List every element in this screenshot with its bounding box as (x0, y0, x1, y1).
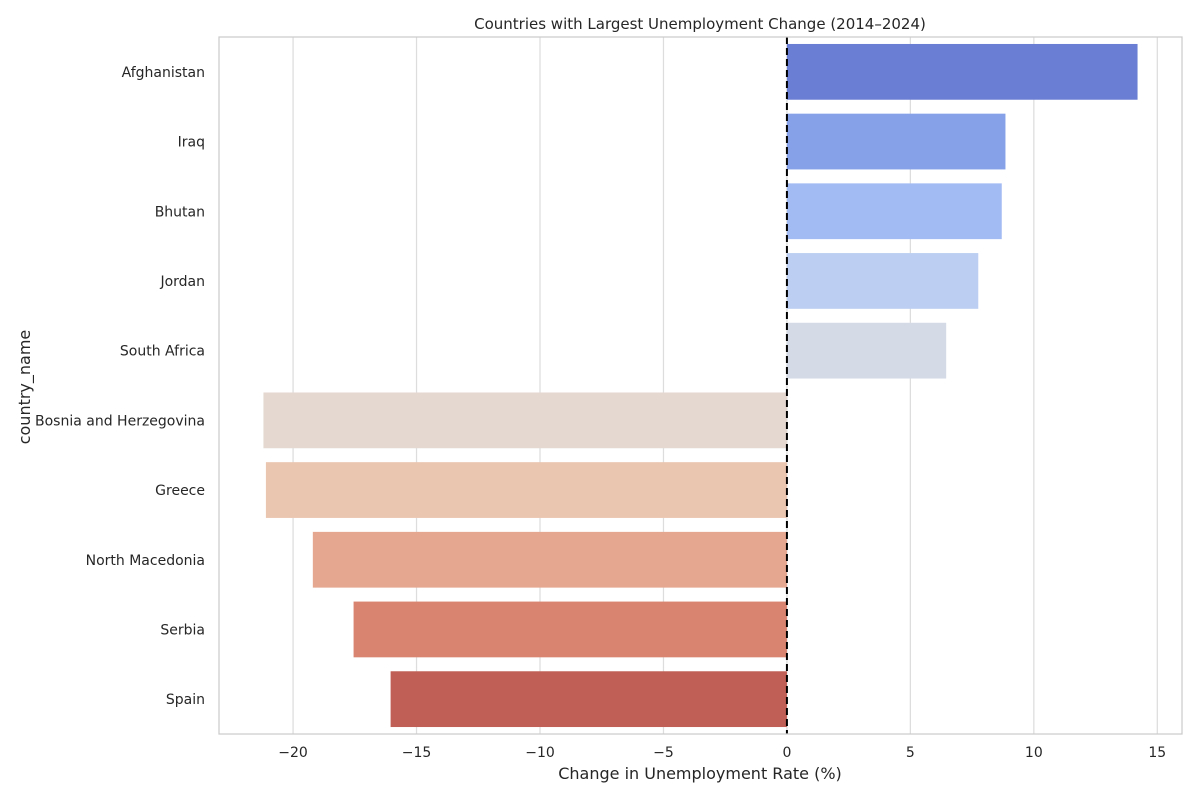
x-axis-label: Change in Unemployment Rate (%) (558, 764, 842, 783)
x-tick-label-1: −15 (402, 745, 432, 761)
category-label-3: Jordan (159, 274, 205, 290)
x-tick-label-7: 15 (1148, 745, 1166, 761)
bars (263, 43, 1138, 728)
plot-frame (218, 36, 1183, 735)
bar-2 (786, 183, 1002, 240)
bar-7 (312, 531, 787, 588)
x-tick-label-4: 0 (782, 745, 791, 761)
category-labels: Afghanistan Iraq Bhutan Jordan South Africa B… (35, 65, 205, 708)
category-label-4: South Africa (120, 344, 205, 360)
category-label-7: North Macedonia (86, 553, 205, 569)
grid-lines (292, 37, 1158, 734)
category-label-0: Afghanistan (122, 65, 205, 81)
category-label-6: Greece (155, 483, 205, 499)
category-label-1: Iraq (178, 135, 205, 151)
bar-5 (263, 392, 787, 449)
category-label-9: Spain (166, 692, 205, 708)
bar-8 (353, 601, 787, 658)
x-tick-label-5: 5 (906, 745, 915, 761)
bar-9 (390, 671, 787, 728)
category-label-8: Serbia (160, 622, 205, 638)
x-tick-label-2: −10 (525, 745, 555, 761)
x-tick-label-0: −20 (278, 745, 308, 761)
bar-6 (265, 462, 787, 518)
bar-4 (786, 322, 947, 379)
category-label-2: Bhutan (155, 204, 205, 220)
chart-title: Countries with Largest Unemployment Chan… (474, 15, 926, 33)
x-tick-labels: −20 −15 −10 −5 0 5 10 15 (278, 745, 1166, 761)
x-tick-label-6: 10 (1025, 745, 1043, 761)
x-tick-label-3: −5 (653, 745, 674, 761)
bar-3 (786, 253, 979, 309)
category-label-5: Bosnia and Herzegovina (35, 413, 205, 429)
bar-0 (786, 43, 1138, 100)
bar-1 (786, 113, 1006, 170)
y-axis-label: country_name (15, 330, 35, 445)
